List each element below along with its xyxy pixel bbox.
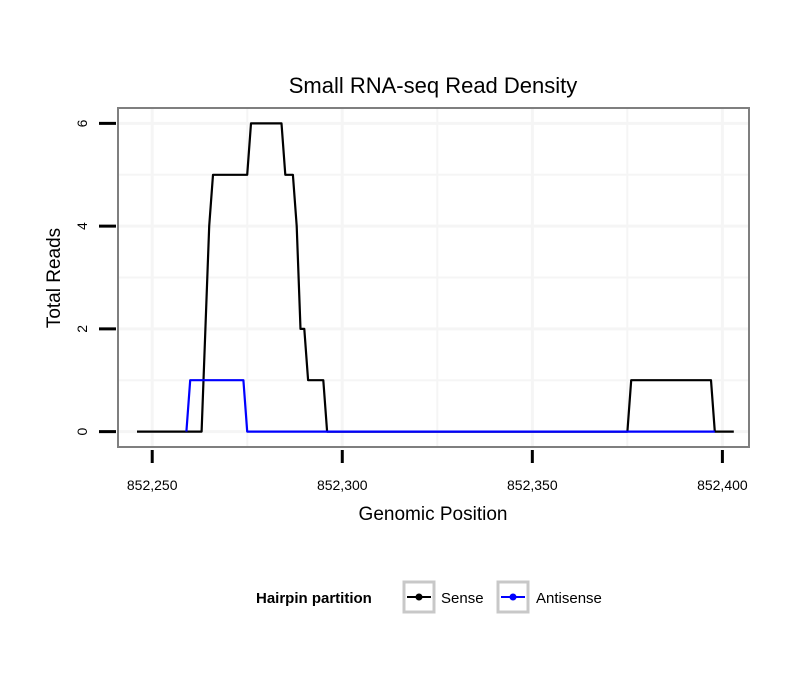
series-line-antisense — [185, 379, 715, 433]
y-tick-label: 4 — [74, 222, 90, 230]
legend-title: Hairpin partition — [256, 590, 372, 607]
x-tick-label: 852,250 — [127, 477, 178, 493]
legend-label-sense: Sense — [441, 590, 484, 607]
plot-panel-border — [117, 107, 750, 448]
legend-key-dot-sense — [415, 593, 423, 601]
y-axis-title: Total Reads — [44, 228, 65, 328]
legend-label-antisense: Antisense — [536, 590, 602, 607]
axes: 852,250 852,300 852,350 852,400 0 2 4 6 — [74, 119, 748, 493]
chart-title: Small RNA-seq Read Density — [289, 73, 578, 98]
grid-lines — [118, 108, 749, 447]
series-line-sense — [137, 122, 734, 433]
y-tick-label: 6 — [74, 119, 90, 127]
y-tick-label: 2 — [74, 325, 90, 333]
legend-item-sense: Sense — [402, 580, 484, 614]
legend-item-antisense: Antisense — [496, 580, 602, 614]
x-tick-label: 852,350 — [507, 477, 558, 493]
y-tick-label: 0 — [74, 427, 90, 435]
x-axis-title: Genomic Position — [359, 504, 508, 525]
legend-key-dot-antisense — [509, 593, 517, 601]
x-tick-label: 852,400 — [697, 477, 748, 493]
series-lines — [137, 122, 734, 433]
legend: Hairpin partition Sense Antisense — [256, 580, 602, 614]
x-tick-label: 852,300 — [317, 477, 368, 493]
